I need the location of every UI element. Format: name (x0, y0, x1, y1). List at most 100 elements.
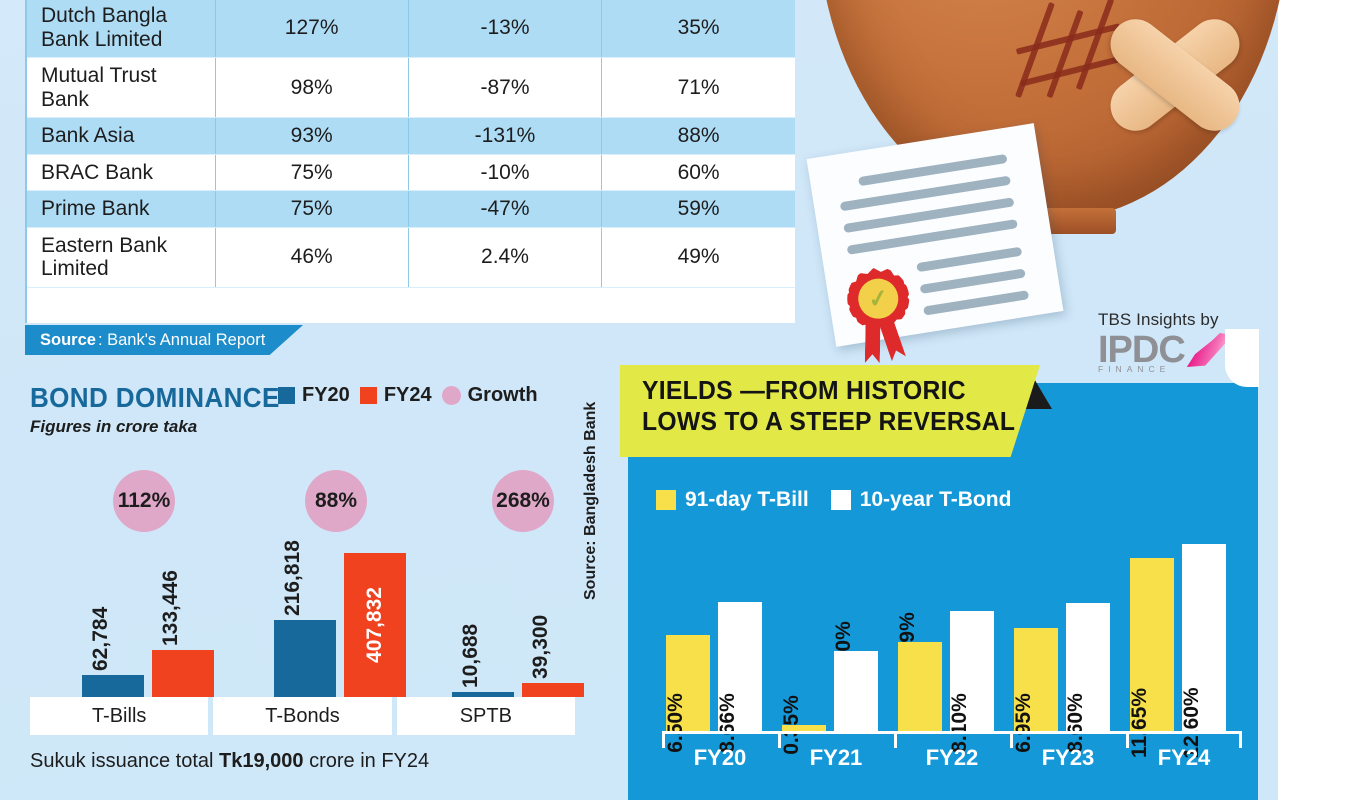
growth-bubble: 112% (113, 470, 175, 532)
table-cell-bank-name: Eastern Bank Limited (27, 227, 216, 288)
bar-tbond (834, 650, 878, 731)
bond-bars-plot: 62,784 133,446 216,818 407,832 10,688 39,300 (30, 540, 584, 697)
bond-dominance-chart: BOND DOMINANCE Figures in crore taka FY2… (30, 382, 584, 800)
bar-value-label: 62,784 (89, 606, 112, 671)
bar-value-label: 407,832 (363, 586, 386, 663)
table-cell-value: 88% (601, 117, 795, 155)
background-white-right (1278, 0, 1360, 800)
table-row: Mutual Trust Bank 98% -87% 71% (27, 57, 795, 119)
seal-ribbon-icon (879, 319, 906, 362)
bar-fy24: 407,832 (344, 552, 406, 697)
growth-bubble: 88% (305, 470, 367, 532)
table-cell-value: 2.4% (408, 227, 603, 288)
bond-footnote-pre: Sukuk issuance total (30, 750, 219, 772)
certificate-line (916, 246, 1023, 273)
bond-source-label: Source: Bangladesh Bank (582, 401, 599, 600)
bank-table: Dutch Bangla Bank Limited 127% -13% 35% Mutu… (27, 0, 795, 288)
legend-swatch-icon (830, 490, 851, 510)
axis-tick (778, 734, 781, 748)
table-cell-value: 98% (215, 57, 409, 119)
legend-item: Growth (441, 384, 538, 407)
bar-fy24 (522, 683, 584, 697)
axis-tick (1126, 734, 1129, 748)
growth-bubble: 268% (492, 470, 554, 532)
certificate-line (923, 290, 1030, 316)
axis-tick (1239, 734, 1242, 748)
bar-tbill: 11.65% (1128, 558, 1174, 758)
table-cell-value: 71% (601, 57, 795, 119)
yields-bars-plot: 6.50%8.66%0.35%5.40%5.99%8.10%6.95%8.60%… (662, 533, 1242, 759)
bond-chart-legend: FY20 FY24 Growth (278, 384, 538, 407)
legend-swatch-icon (359, 387, 377, 404)
bond-footnote-post: crore in FY24 (303, 750, 430, 772)
tbs-ipdc-branding: TBS Insights by IPDC FINANCE (1098, 310, 1258, 374)
certificate-document-icon: ✓ (806, 123, 1064, 347)
piggy-bank-illustration: ✓ (800, 0, 1320, 360)
bar-fy24 (152, 649, 214, 697)
certificate-line (919, 268, 1026, 294)
ipdc-finance-label: FINANCE (1098, 364, 1171, 375)
ipdc-logo: IPDC (1098, 329, 1258, 371)
bond-chart-title: BOND DOMINANCE (30, 382, 280, 413)
axis-category-label: FY24 (1157, 745, 1211, 770)
yields-chart-legend: 91-day T-Bill 10-year T-Bond (656, 488, 1011, 512)
legend-label: FY20 (302, 384, 350, 406)
bar-group: 5.99%8.10% (894, 533, 1004, 753)
legend-swatch-icon (441, 386, 461, 405)
ipdc-wordmark: IPDC (1098, 329, 1186, 371)
bond-footnote-amount: Tk19,000 (219, 750, 304, 772)
table-cell-value: -47% (408, 190, 603, 228)
bar-tbill: 6.50% (664, 634, 710, 753)
table-cell-value: 59% (601, 190, 795, 228)
axis-category-label: FY23 (1041, 745, 1095, 770)
panel-corner-notch (1225, 329, 1259, 387)
axis-tick (1010, 734, 1013, 748)
table-row: Eastern Bank Limited 46% 2.4% 49% (27, 227, 795, 288)
legend-label: 91-day T-Bill (685, 488, 809, 511)
axis-category-label: FY21 (809, 745, 863, 770)
table-cell-bank-name: BRAC Bank (27, 154, 216, 192)
legend-label: FY24 (383, 384, 432, 406)
table-row: Prime Bank 75% -47% 59% (27, 190, 795, 228)
bank-table-container: Dutch Bangla Bank Limited 127% -13% 35% Mutu… (25, 0, 795, 323)
seal-ribbon-icon (865, 323, 881, 363)
category-label: SPTB (396, 697, 575, 735)
table-cell-value: 75% (215, 154, 409, 192)
bar-tbill (898, 642, 942, 731)
bar-fy20 (452, 692, 514, 697)
bar-tbond: 8.66% (716, 602, 762, 753)
legend-item: 10-year T-Bond (830, 488, 1012, 512)
bar-group: 62,784 133,446 (60, 542, 223, 697)
bar-tbond: 12.60% (1180, 543, 1226, 759)
yields-category-labels: FY20 FY21 FY22 FY23 FY24 (662, 745, 1242, 771)
bond-footnote: Sukuk issuance total Tk19,000 crore in F… (30, 750, 429, 773)
table-cell-value: 49% (601, 227, 795, 288)
legend-item: 91-day T-Bill (656, 488, 809, 512)
axis-category-label: FY20 (693, 745, 747, 770)
table-cell-value: 35% (601, 0, 795, 59)
table-source-tab: Source: Bank's Annual Report (25, 325, 303, 355)
bond-category-labels: T-Bills T-Bonds SPTB (30, 697, 575, 735)
bar-tbond: 8.60% (1064, 603, 1110, 753)
category-label: T-Bonds (213, 697, 392, 735)
table-row: BRAC Bank 75% -10% 60% (27, 154, 795, 192)
bar-value-label: 10,688 (459, 623, 482, 688)
bar-group: 11.65% 12.60% (1126, 533, 1236, 759)
table-cell-value: -13% (408, 0, 603, 59)
legend-label: 10-year T-Bond (859, 488, 1012, 511)
axis-tick (662, 734, 665, 748)
bar-tbond: 8.10% (948, 610, 994, 753)
table-cell-bank-name: Dutch Bangla Bank Limited (27, 0, 216, 59)
bar-tbill (782, 725, 826, 731)
table-source-value: : Bank's Annual Report (97, 330, 266, 349)
yields-title-banner: YIELDS —FROM HISTORIC LOWS TO A STEEP RE… (620, 365, 1040, 457)
axis-category-label: FY22 (925, 745, 979, 770)
growth-bubbles: 112% 88% 268% (30, 470, 575, 532)
yields-chart-title: YIELDS —FROM HISTORIC LOWS TO A STEEP RE… (642, 375, 1016, 436)
bar-group: 0.35%5.40% (778, 533, 888, 755)
table-cell-value: 46% (215, 227, 409, 288)
bond-chart-subtitle: Figures in crore taka (30, 417, 198, 436)
bar-fy20 (82, 674, 144, 697)
yields-x-axis (662, 731, 1242, 748)
